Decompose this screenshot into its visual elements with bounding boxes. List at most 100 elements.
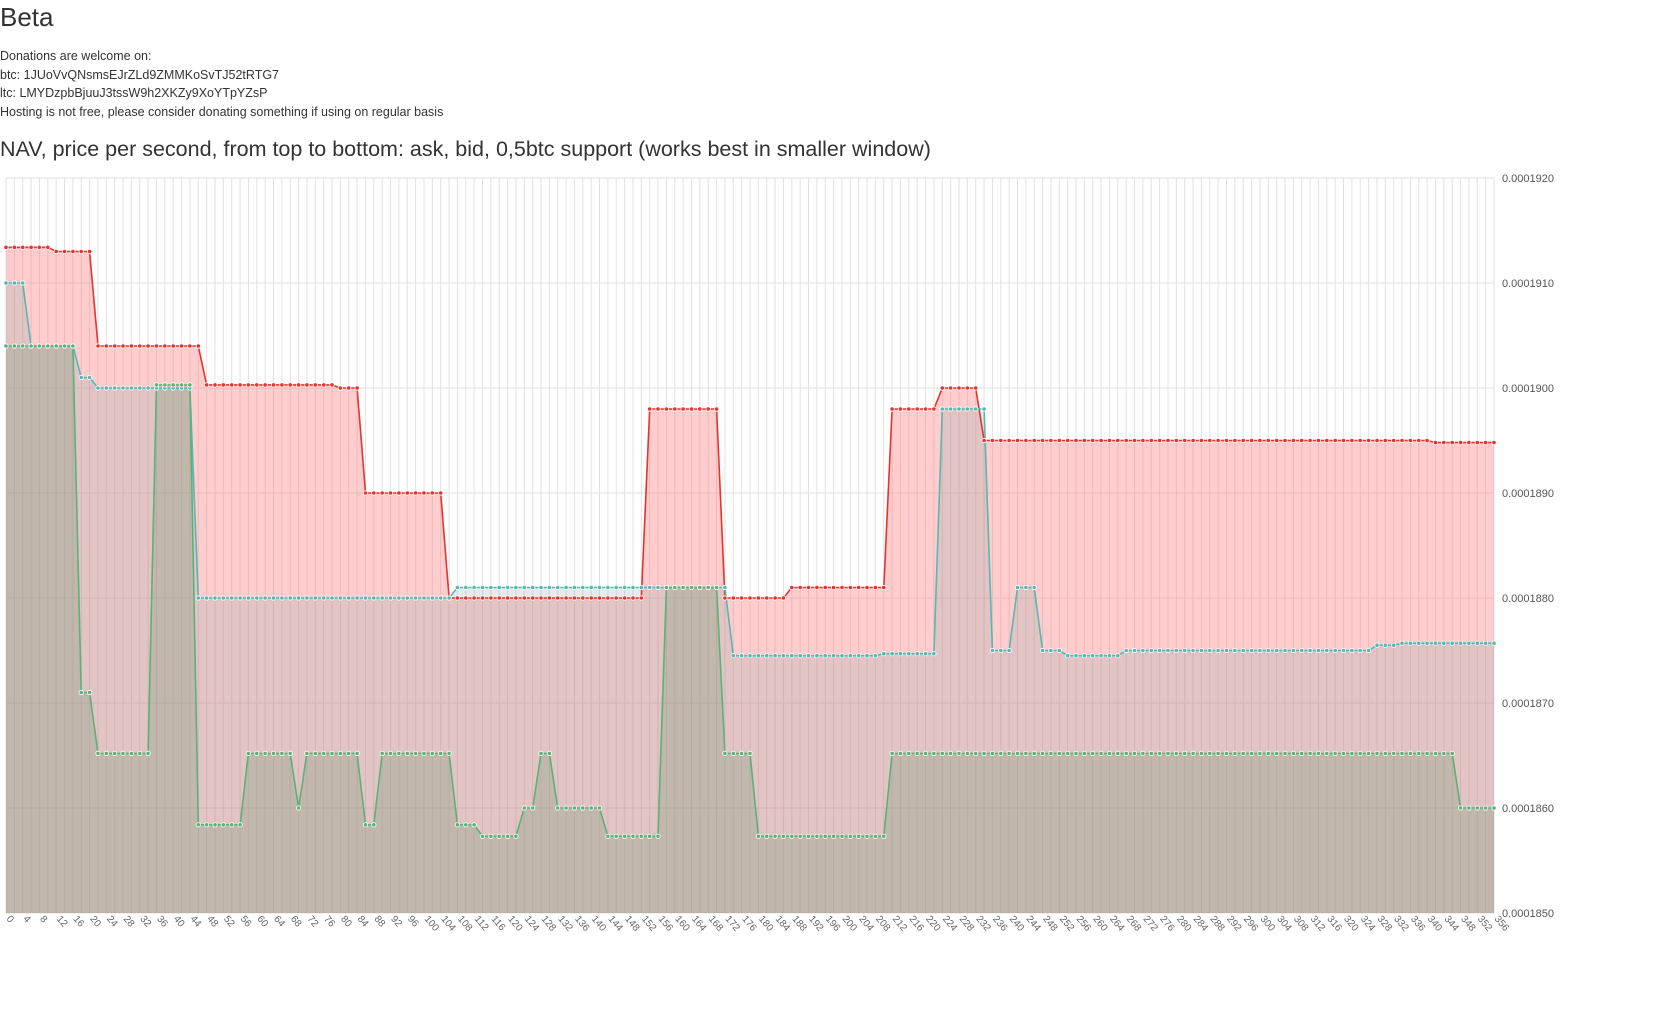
point-support bbox=[1073, 750, 1079, 757]
point-support bbox=[1165, 750, 1171, 757]
point-bid bbox=[1223, 647, 1230, 654]
point-bid bbox=[1098, 653, 1104, 659]
point-ask bbox=[705, 406, 711, 412]
point-ask bbox=[87, 248, 93, 255]
x-tick-label: 104 bbox=[438, 914, 457, 934]
x-tick-label: 260 bbox=[1090, 914, 1109, 934]
point-ask bbox=[1265, 437, 1271, 444]
point-support bbox=[254, 750, 260, 757]
point-bid bbox=[1466, 640, 1472, 646]
x-tick-label: 240 bbox=[1007, 914, 1026, 934]
point-support bbox=[504, 833, 511, 839]
point-bid bbox=[1282, 647, 1288, 654]
point-ask bbox=[245, 382, 251, 388]
point-ask bbox=[346, 385, 352, 391]
point-bid bbox=[396, 595, 402, 601]
point-support bbox=[3, 343, 9, 349]
point-support bbox=[1416, 750, 1422, 757]
x-tick-label: 28 bbox=[121, 914, 137, 930]
point-support bbox=[580, 805, 586, 811]
donations-block: Donations are welcome on: btc: 1JUoVvQNs… bbox=[0, 47, 443, 122]
point-support bbox=[337, 750, 343, 757]
point-ask bbox=[1315, 437, 1322, 444]
point-ask bbox=[1215, 437, 1221, 444]
point-support bbox=[755, 833, 762, 839]
point-bid bbox=[438, 595, 444, 601]
point-bid bbox=[1366, 647, 1372, 654]
point-ask bbox=[1441, 439, 1447, 446]
point-ask bbox=[1424, 437, 1430, 444]
point-ask bbox=[1182, 437, 1188, 444]
point-ask bbox=[596, 595, 603, 601]
point-ask bbox=[1274, 437, 1280, 444]
point-support bbox=[1173, 750, 1179, 757]
point-support bbox=[613, 833, 619, 839]
point-support bbox=[95, 750, 101, 757]
point-bid bbox=[11, 280, 17, 286]
point-ask bbox=[354, 385, 360, 391]
point-bid bbox=[947, 406, 954, 412]
point-support bbox=[479, 833, 486, 839]
donations-intro: Donations are welcome on: bbox=[0, 49, 152, 63]
point-ask bbox=[1366, 437, 1372, 444]
point-bid bbox=[1014, 584, 1021, 591]
x-tick-label: 92 bbox=[388, 914, 404, 930]
x-tick-label: 124 bbox=[522, 914, 541, 934]
point-support bbox=[137, 750, 143, 757]
x-tick-label: 256 bbox=[1074, 914, 1093, 934]
point-bid bbox=[371, 595, 377, 601]
y-tick-label: 0.0001910 bbox=[1502, 278, 1554, 290]
point-ask bbox=[621, 595, 628, 601]
x-tick-label: 348 bbox=[1458, 914, 1477, 934]
point-ask bbox=[580, 595, 586, 601]
point-ask bbox=[1048, 437, 1054, 444]
x-tick-label: 320 bbox=[1341, 914, 1360, 934]
point-support bbox=[605, 833, 611, 839]
point-bid bbox=[1081, 653, 1088, 659]
point-support bbox=[538, 750, 544, 757]
point-ask bbox=[1349, 437, 1355, 444]
point-ask bbox=[931, 406, 937, 412]
point-bid bbox=[496, 584, 502, 591]
point-bid bbox=[95, 385, 101, 391]
point-bid bbox=[1458, 640, 1464, 646]
point-support bbox=[630, 833, 636, 839]
point-ask bbox=[1474, 439, 1480, 446]
point-support bbox=[881, 833, 887, 839]
point-ask bbox=[70, 248, 76, 255]
point-support bbox=[672, 584, 678, 591]
point-ask bbox=[513, 595, 519, 601]
point-support bbox=[1148, 750, 1154, 757]
point-ask bbox=[722, 595, 728, 601]
x-tick-label: 188 bbox=[789, 914, 808, 934]
point-bid bbox=[1073, 653, 1079, 659]
point-support bbox=[1315, 750, 1322, 757]
point-bid bbox=[195, 595, 201, 601]
x-tick-label: 212 bbox=[890, 914, 909, 934]
point-ask bbox=[1483, 439, 1489, 446]
point-ask bbox=[421, 490, 427, 496]
point-support bbox=[396, 750, 402, 757]
x-tick-label: 336 bbox=[1408, 914, 1427, 934]
point-bid bbox=[596, 584, 603, 591]
point-ask bbox=[270, 382, 277, 388]
point-ask bbox=[120, 343, 126, 349]
point-ask bbox=[755, 595, 762, 601]
point-bid bbox=[279, 595, 285, 601]
point-ask bbox=[521, 595, 527, 601]
point-support bbox=[998, 750, 1004, 757]
point-support bbox=[922, 750, 929, 757]
point-support bbox=[588, 805, 594, 811]
point-bid bbox=[329, 595, 335, 601]
x-tick-label: 4 bbox=[20, 914, 32, 926]
point-bid bbox=[630, 584, 636, 591]
point-ask bbox=[28, 244, 34, 250]
point-ask bbox=[1023, 437, 1029, 444]
point-ask bbox=[187, 343, 193, 349]
x-tick-label: 248 bbox=[1040, 914, 1059, 934]
point-ask bbox=[1432, 439, 1439, 446]
point-support bbox=[404, 750, 410, 757]
point-support bbox=[571, 805, 578, 811]
x-tick-label: 180 bbox=[756, 914, 775, 934]
point-bid bbox=[1315, 647, 1322, 654]
